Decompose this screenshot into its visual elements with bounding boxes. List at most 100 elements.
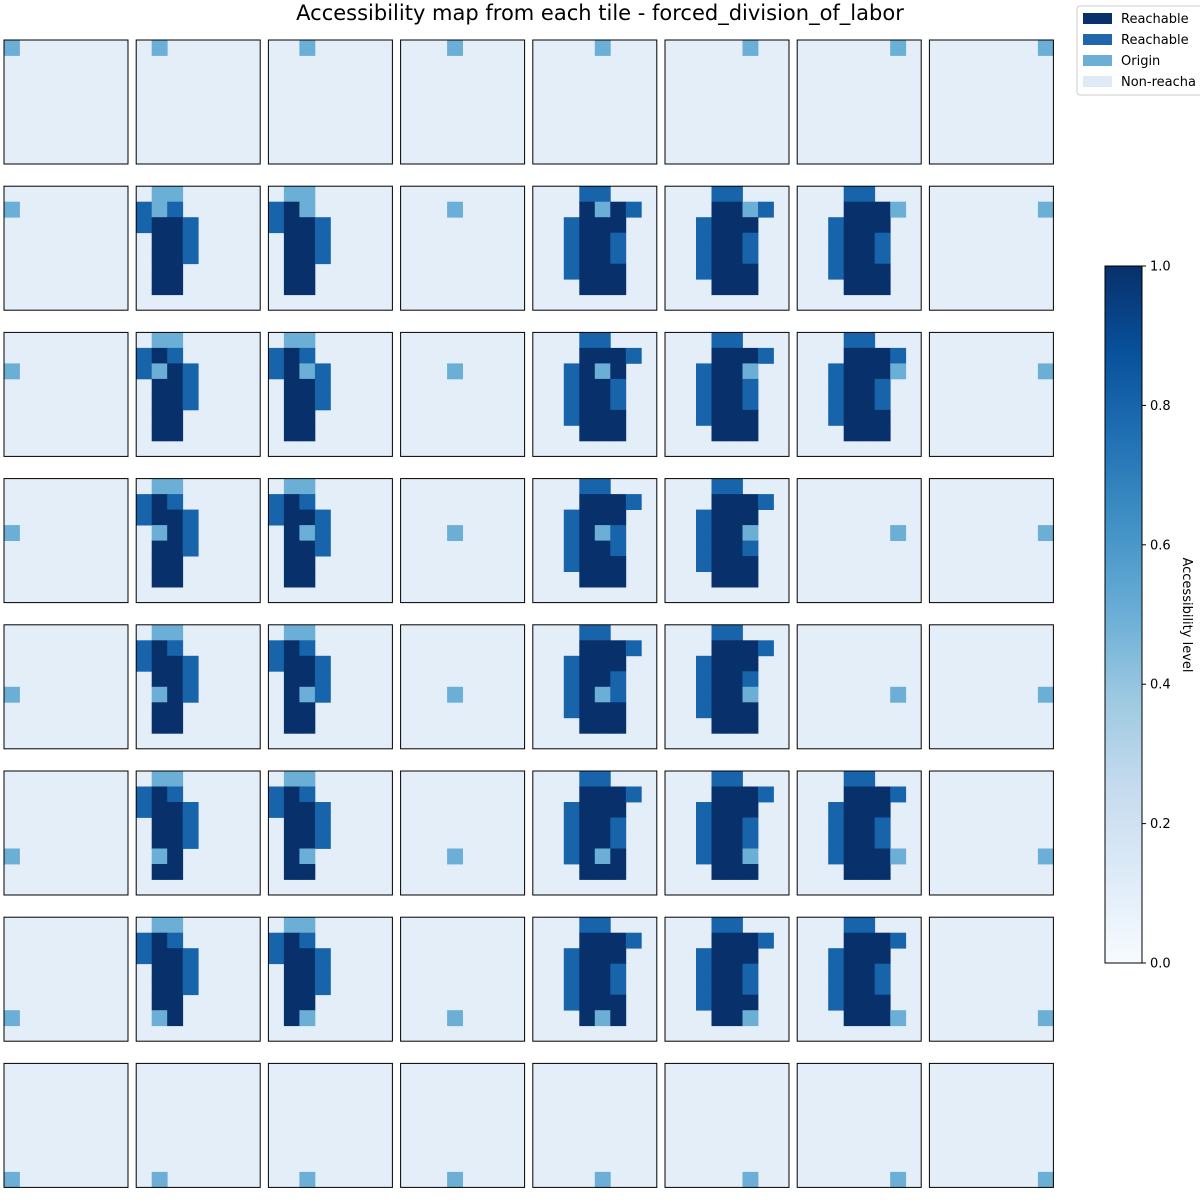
reachable-cell xyxy=(711,963,728,980)
origin-cell xyxy=(594,686,611,703)
subplot-background xyxy=(532,1063,657,1188)
reachable-cell xyxy=(268,932,285,949)
subplot-frame xyxy=(267,331,393,457)
reachable-cell xyxy=(182,232,199,249)
reachable-cell xyxy=(727,363,743,380)
subplot-tile-r6-c3 xyxy=(400,916,526,1042)
reachable-cell xyxy=(828,378,845,395)
reachable-cell xyxy=(136,786,153,803)
subplot-tile-r0-c5 xyxy=(664,39,790,165)
subplot-tile-r2-c0 xyxy=(3,331,129,457)
reachable-cell xyxy=(268,802,285,818)
reachable-cell xyxy=(711,347,728,364)
reachable-cell xyxy=(711,217,728,234)
reachable-cell xyxy=(182,671,199,688)
reachable-cell xyxy=(268,217,285,234)
origin-cell xyxy=(1037,40,1054,56)
subplot-frame xyxy=(267,39,393,165)
reachable-cell xyxy=(610,963,627,980)
reachable-cell xyxy=(610,394,627,411)
subplot-frame xyxy=(796,916,922,1042)
reachable-cell xyxy=(563,671,580,688)
reachable-cell xyxy=(594,932,611,949)
reachable-cell xyxy=(828,394,845,411)
reachable-cell xyxy=(314,509,331,526)
origin-cell xyxy=(890,525,907,541)
reachable-cell xyxy=(283,409,300,426)
reachable-cell xyxy=(727,786,743,803)
reachable-cell xyxy=(151,248,168,265)
subplot-background xyxy=(929,332,1054,457)
subplot-frame xyxy=(928,39,1054,165)
reachable-cell xyxy=(283,655,300,672)
reachable-cell xyxy=(610,378,627,395)
reachable-cell xyxy=(579,248,596,265)
reachable-cell xyxy=(711,833,728,849)
subplot-frame xyxy=(664,185,790,311)
reachable-cell xyxy=(299,786,316,803)
reachable-cell xyxy=(283,864,300,880)
origin-cell xyxy=(447,1010,463,1027)
origin-cell xyxy=(283,332,300,349)
subplot-tile-r4-c6 xyxy=(796,624,922,750)
reachable-cell xyxy=(579,771,596,787)
reachable-cell xyxy=(594,248,611,265)
reachable-cell xyxy=(727,702,743,719)
subplot-frame xyxy=(3,331,129,457)
origin-cell xyxy=(283,478,300,495)
origin-cell xyxy=(151,848,168,865)
reachable-cell xyxy=(874,864,891,880)
subplot-tile-r5-c3 xyxy=(400,770,526,896)
reachable-cell xyxy=(167,802,184,818)
subplot-tile-r7-c7 xyxy=(928,1062,1054,1188)
reachable-cell xyxy=(136,948,153,965)
legend-swatch-2 xyxy=(1083,55,1112,66)
reachable-cell xyxy=(314,232,331,249)
reachable-cell xyxy=(299,702,316,719)
origin-cell xyxy=(742,201,759,218)
reachable-cell xyxy=(299,556,316,572)
reachable-cell xyxy=(579,347,596,364)
reachable-cell xyxy=(610,848,627,865)
reachable-cell xyxy=(167,279,184,296)
colorbar-tick-label: 0.4 xyxy=(1150,678,1171,693)
reachable-cell xyxy=(742,248,759,265)
origin-cell xyxy=(299,525,316,541)
reachable-cell xyxy=(711,540,728,557)
subplot-tile-r2-c1 xyxy=(135,331,261,457)
origin-cell xyxy=(151,1171,168,1188)
reachable-cell xyxy=(563,409,580,426)
reachable-cell xyxy=(151,347,168,364)
reachable-cell xyxy=(828,232,845,249)
reachable-cell xyxy=(859,217,876,234)
origin-cell xyxy=(299,771,316,787)
subplot-frame xyxy=(135,770,261,896)
reachable-cell xyxy=(742,556,759,572)
reachable-cell xyxy=(283,494,300,510)
reachable-cell xyxy=(579,217,596,234)
reachable-cell xyxy=(579,394,596,411)
reachable-cell xyxy=(727,963,743,980)
subplot-tile-r7-c3 xyxy=(400,1062,526,1188)
origin-cell xyxy=(594,201,611,218)
reachable-cell xyxy=(859,425,876,442)
colorbar-tick-label: 0.0 xyxy=(1150,957,1171,972)
origin-cell xyxy=(299,1010,316,1027)
reachable-cell xyxy=(167,686,184,703)
reachable-cell xyxy=(843,217,860,234)
subplot-background xyxy=(929,917,1054,1042)
reachable-cell xyxy=(711,394,728,411)
reachable-cell xyxy=(594,394,611,411)
reachable-cell xyxy=(742,347,759,364)
subplot-frame xyxy=(135,1062,261,1188)
origin-cell xyxy=(299,917,316,934)
subplot-tile-r3-c4 xyxy=(532,478,658,604)
reachable-cell xyxy=(843,363,860,380)
reachable-cell xyxy=(579,932,596,949)
reachable-cell xyxy=(182,817,199,834)
reachable-cell xyxy=(828,363,845,380)
reachable-cell xyxy=(727,833,743,849)
subplot-tile-r4-c5 xyxy=(664,624,790,750)
origin-cell xyxy=(742,848,759,865)
reachable-cell xyxy=(610,232,627,249)
